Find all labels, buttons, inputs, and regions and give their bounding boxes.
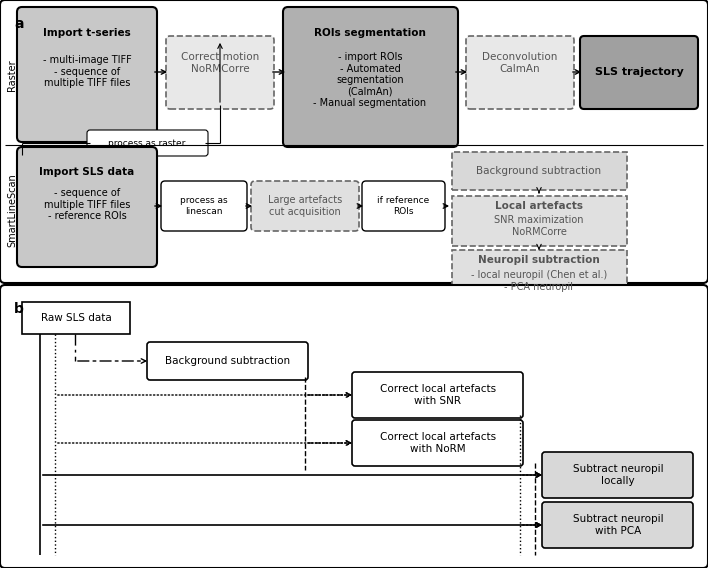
- Text: - import ROIs
- Automated
segmentation
(CalmAn)
- Manual segmentation: - import ROIs - Automated segmentation (…: [314, 52, 426, 108]
- FancyBboxPatch shape: [161, 181, 247, 231]
- Text: process as raster: process as raster: [108, 139, 185, 148]
- Text: - sequence of
multiple TIFF files
- reference ROIs: - sequence of multiple TIFF files - refe…: [44, 188, 130, 221]
- Bar: [22, 302, 130, 334]
- FancyBboxPatch shape: [17, 7, 157, 142]
- Text: SNR maximization
NoRMCorre: SNR maximization NoRMCorre: [494, 215, 584, 237]
- Bar: [452, 250, 627, 302]
- FancyBboxPatch shape: [0, 0, 708, 283]
- Text: Import SLS data: Import SLS data: [40, 167, 135, 177]
- Text: Raw SLS data: Raw SLS data: [40, 313, 111, 323]
- Text: Correct local artefacts
with SNR: Correct local artefacts with SNR: [380, 384, 496, 406]
- Text: SmartLineScan: SmartLineScan: [7, 173, 17, 247]
- FancyBboxPatch shape: [466, 36, 574, 109]
- FancyBboxPatch shape: [251, 181, 359, 231]
- FancyBboxPatch shape: [542, 452, 693, 498]
- Text: Import t-series: Import t-series: [43, 28, 131, 38]
- FancyBboxPatch shape: [87, 130, 208, 156]
- Text: Background subtraction: Background subtraction: [476, 166, 602, 176]
- Text: Background subtraction: Background subtraction: [166, 356, 290, 366]
- Text: ROIs segmentation: ROIs segmentation: [314, 28, 426, 38]
- Bar: [452, 196, 627, 246]
- Text: SLS trajectory: SLS trajectory: [595, 67, 683, 77]
- Text: if reference
ROIs: if reference ROIs: [377, 197, 429, 216]
- FancyBboxPatch shape: [580, 36, 698, 109]
- FancyBboxPatch shape: [542, 502, 693, 548]
- Text: Neuropil subtraction: Neuropil subtraction: [478, 255, 600, 265]
- Text: Raster: Raster: [7, 59, 17, 91]
- FancyBboxPatch shape: [147, 342, 308, 380]
- Text: Correct motion
NoRMCorre: Correct motion NoRMCorre: [181, 52, 259, 74]
- FancyBboxPatch shape: [166, 36, 274, 109]
- Text: Large artefacts
cut acquisition: Large artefacts cut acquisition: [268, 195, 342, 217]
- Text: a: a: [14, 17, 23, 31]
- FancyBboxPatch shape: [352, 372, 523, 418]
- Text: - local neuropil (Chen et al.)
- PCA neuropil: - local neuropil (Chen et al.) - PCA neu…: [471, 270, 607, 291]
- FancyBboxPatch shape: [362, 181, 445, 231]
- FancyBboxPatch shape: [283, 7, 458, 147]
- Text: Subtract neuropil
locally: Subtract neuropil locally: [573, 464, 663, 486]
- Text: Deconvolution
CalmAn: Deconvolution CalmAn: [482, 52, 558, 74]
- Bar: [452, 152, 627, 190]
- Text: Subtract neuropil
with PCA: Subtract neuropil with PCA: [573, 514, 663, 536]
- Text: Local artefacts: Local artefacts: [495, 201, 583, 211]
- FancyBboxPatch shape: [352, 420, 523, 466]
- FancyBboxPatch shape: [17, 147, 157, 267]
- Text: process as
linescan: process as linescan: [181, 197, 228, 216]
- Text: b: b: [14, 302, 24, 316]
- FancyBboxPatch shape: [0, 285, 708, 568]
- Text: Correct local artefacts
with NoRM: Correct local artefacts with NoRM: [380, 432, 496, 454]
- Text: - multi-image TIFF
- sequence of
multiple TIFF files: - multi-image TIFF - sequence of multipl…: [42, 55, 132, 88]
